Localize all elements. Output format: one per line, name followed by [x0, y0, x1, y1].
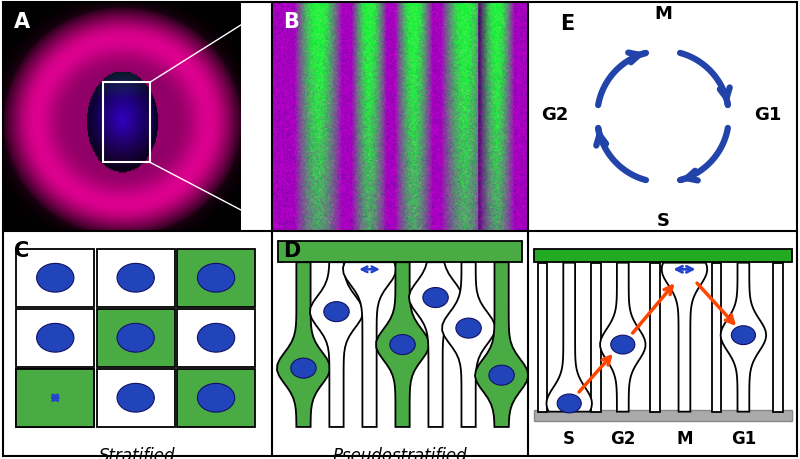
Polygon shape [774, 263, 783, 412]
Polygon shape [721, 263, 766, 412]
Polygon shape [277, 263, 330, 427]
Bar [534, 250, 792, 263]
Polygon shape [546, 263, 592, 412]
Text: M: M [676, 429, 693, 448]
Text: M: M [654, 5, 672, 23]
Bar [178, 249, 255, 307]
Bar [97, 309, 174, 367]
Polygon shape [343, 263, 396, 427]
Text: Pseudostratified: Pseudostratified [333, 446, 467, 459]
Ellipse shape [456, 319, 482, 338]
Text: B: B [283, 12, 299, 32]
Polygon shape [600, 263, 646, 412]
Ellipse shape [117, 384, 154, 412]
Bar [534, 411, 792, 421]
Polygon shape [650, 263, 660, 412]
Bar [278, 241, 522, 263]
Ellipse shape [290, 358, 316, 378]
Ellipse shape [198, 384, 234, 412]
Polygon shape [442, 263, 495, 427]
Ellipse shape [489, 365, 514, 386]
Ellipse shape [390, 335, 415, 355]
Text: S: S [563, 429, 575, 448]
Ellipse shape [731, 326, 755, 345]
Text: S: S [657, 212, 670, 230]
Text: E: E [560, 14, 574, 34]
Polygon shape [538, 263, 547, 412]
Bar [16, 369, 94, 426]
Bar [16, 369, 94, 426]
Bar [102, 83, 150, 163]
Ellipse shape [324, 302, 349, 322]
Polygon shape [591, 263, 601, 412]
Text: Stratified: Stratified [98, 446, 175, 459]
Ellipse shape [557, 394, 582, 413]
Text: C: C [14, 241, 29, 260]
Text: G1: G1 [730, 429, 756, 448]
Ellipse shape [117, 264, 154, 292]
Polygon shape [376, 263, 429, 427]
Bar [97, 249, 174, 307]
Ellipse shape [37, 264, 74, 292]
Ellipse shape [198, 324, 234, 353]
Polygon shape [662, 263, 707, 412]
Polygon shape [712, 263, 722, 412]
Text: A: A [14, 12, 30, 32]
Ellipse shape [610, 336, 635, 354]
Bar [16, 309, 94, 367]
Polygon shape [475, 263, 528, 427]
Bar [16, 249, 94, 307]
Bar [178, 309, 255, 367]
Bar [97, 369, 174, 426]
Text: G2: G2 [541, 106, 569, 123]
Ellipse shape [198, 264, 234, 292]
Bar [178, 369, 255, 426]
Ellipse shape [117, 324, 154, 353]
Ellipse shape [37, 324, 74, 353]
Text: D: D [283, 241, 301, 260]
Text: G2: G2 [610, 429, 635, 448]
Polygon shape [409, 263, 462, 427]
Ellipse shape [423, 288, 448, 308]
Text: G1: G1 [754, 106, 782, 123]
Polygon shape [310, 263, 363, 427]
